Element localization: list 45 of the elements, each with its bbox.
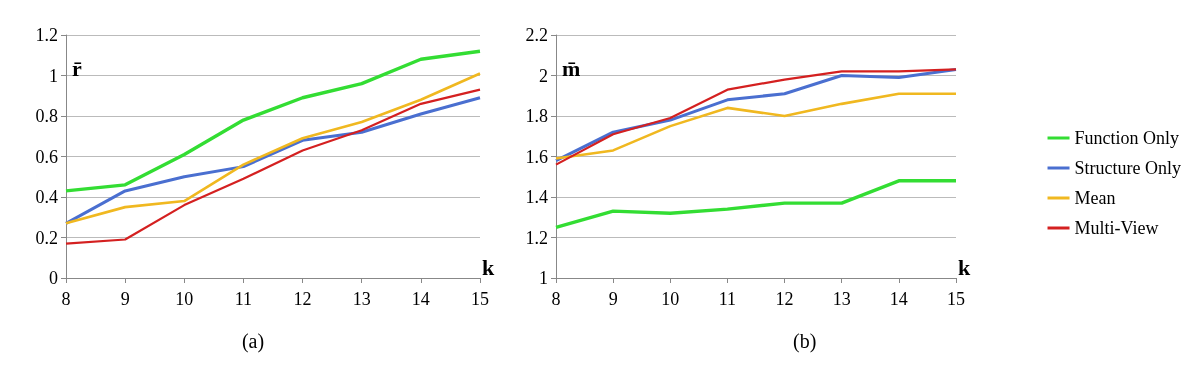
y-tick-label: 1.4	[525, 187, 548, 207]
line-series	[64, 49, 482, 193]
x-tick-label: 8	[551, 289, 561, 309]
y-tick-label: 0.4	[35, 187, 58, 207]
line-series	[64, 88, 482, 245]
y-tick-label: 1.2	[525, 227, 548, 248]
y-tick-label: 0.2	[35, 227, 58, 248]
x-tick-label: 9	[120, 289, 130, 309]
legend-label: Multi-View	[1074, 218, 1159, 238]
y-tick-label: 0	[49, 268, 58, 288]
y-tick-label: 1.2	[35, 25, 58, 45]
x-tick-label: 9	[608, 289, 618, 309]
y-tick-label: 1	[49, 65, 58, 86]
x-tick-label: 15	[947, 289, 965, 309]
y-axis-title: m̄	[562, 55, 581, 81]
x-axis-title: k	[958, 254, 971, 280]
x-tick-label: 12	[775, 289, 794, 309]
y-tick-label: 1.8	[525, 106, 548, 126]
x-tick-label: 10	[175, 289, 194, 309]
text: (b)	[793, 330, 817, 353]
x-tick-label: 8	[61, 289, 71, 309]
legend-label: Function Only	[1074, 128, 1180, 148]
x-tick-label: 11	[718, 289, 737, 309]
x-tick-label: 11	[234, 289, 253, 309]
legend-label: Mean	[1074, 188, 1116, 208]
x-tick-label: 13	[352, 289, 371, 309]
y-tick-label: 2.2	[525, 25, 548, 45]
y-tick-label: 0.8	[35, 106, 58, 126]
x-tick-label: 14	[411, 289, 430, 309]
text: (a)	[241, 330, 265, 353]
x-tick-label: 14	[889, 289, 908, 309]
y-tick-label: 2	[539, 65, 548, 86]
legend-label: Structure Only	[1074, 158, 1181, 178]
y-axis-title: r̄	[72, 55, 82, 81]
x-tick-label: 15	[471, 289, 489, 309]
y-tick-label: 1.6	[525, 146, 548, 167]
line-series	[64, 96, 482, 225]
y-tick-label: 1	[539, 268, 548, 288]
line-series	[554, 92, 958, 160]
x-tick-label: 10	[661, 289, 680, 309]
y-tick-label: 0.6	[35, 146, 58, 167]
line-series	[554, 179, 958, 230]
x-tick-label: 12	[293, 289, 312, 309]
x-axis-title: k	[482, 254, 495, 280]
x-tick-label: 13	[832, 289, 851, 309]
